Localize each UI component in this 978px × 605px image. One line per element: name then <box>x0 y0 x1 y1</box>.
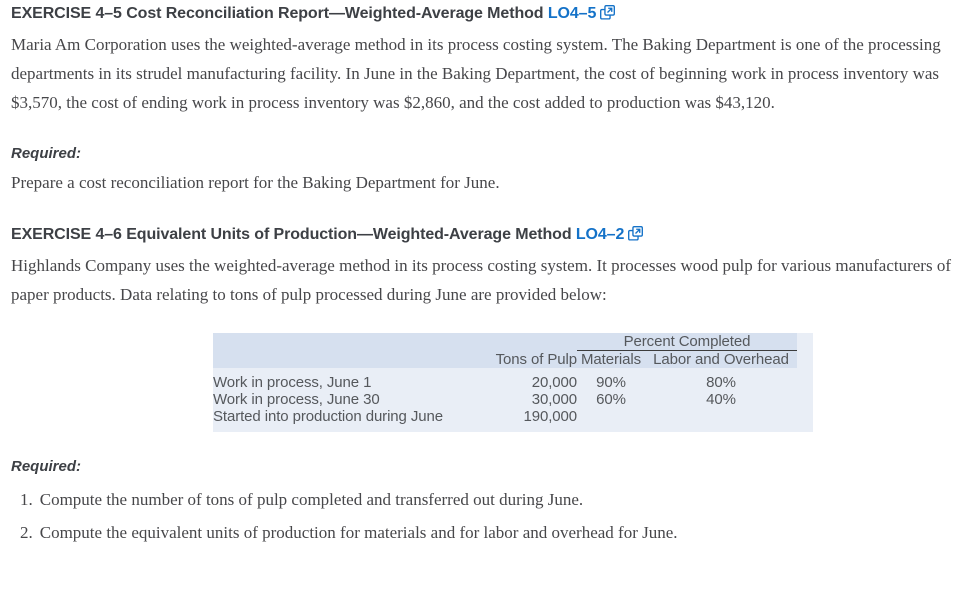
lo4-2-link[interactable]: LO4–2 <box>575 226 625 243</box>
list-item: 1. Compute the number of tons of pulp com… <box>11 485 967 514</box>
table-header: Percent Completed Tons of Pulp Materials… <box>213 333 797 368</box>
required-text-1: Prepare a cost reconciliation report for… <box>11 173 500 192</box>
exercise-4-6-title: EXERCISE 4–6 Equivalent Units of Product… <box>11 226 572 243</box>
pulp-data-table: Percent Completed Tons of Pulp Materials… <box>213 333 813 432</box>
column-header-labor-and-overhead: Labor and Overhead <box>653 351 789 368</box>
exercise-4-5-title: EXERCISE 4–5 Cost Reconciliation Report—… <box>11 5 544 22</box>
column-header-materials: Materials <box>581 351 641 368</box>
lo4-5-link[interactable]: LO4–5 <box>547 5 597 22</box>
tons-value: 30,000 <box>531 391 577 408</box>
tons-value: 20,000 <box>531 374 577 391</box>
required-label-1: Required: <box>11 145 82 162</box>
list-item: 2. Compute the equivalent units of produc… <box>11 518 967 547</box>
textbook-page: EXERCISE 4–5 Cost Reconciliation Report—… <box>11 4 967 547</box>
table-row: Work in process, June 1 20,000 90% 80% <box>213 368 797 391</box>
materials-value <box>577 408 645 432</box>
row-label: Work in process, June 1 <box>213 374 372 391</box>
table-row: Started into production during June 190,… <box>213 408 797 432</box>
row-label: Work in process, June 30 <box>213 391 380 408</box>
list-item-number: 1. <box>20 490 33 509</box>
tons-value: 190,000 <box>523 408 577 425</box>
materials-value: 90% <box>596 374 626 391</box>
exercise-4-6-heading: EXERCISE 4–6 Equivalent Units of Product… <box>11 225 967 245</box>
row-label: Started into production during June <box>213 408 443 425</box>
labor-overhead-value <box>645 408 797 432</box>
list-item-number: 2. <box>20 523 33 542</box>
list-item-text: Compute the number of tons of pulp compl… <box>39 490 584 509</box>
required-list: 1. Compute the number of tons of pulp com… <box>11 485 967 547</box>
column-header-tons-of-pulp: Tons of Pulp <box>495 350 577 368</box>
exercise-4-5-paragraph: Maria Am Corporation uses the weighted-a… <box>11 35 941 112</box>
labor-overhead-value: 40% <box>706 391 736 408</box>
list-item-text: Compute the equivalent units of producti… <box>39 523 678 542</box>
materials-value: 60% <box>596 391 626 408</box>
external-link-icon[interactable] <box>599 4 616 21</box>
group-header-percent-completed: Percent Completed <box>577 333 797 351</box>
external-link-icon[interactable] <box>627 225 644 242</box>
exercise-4-5-heading: EXERCISE 4–5 Cost Reconciliation Report—… <box>11 4 967 24</box>
required-label-2: Required: <box>11 458 82 475</box>
table-row: Work in process, June 30 30,000 60% 40% <box>213 391 797 408</box>
exercise-4-6-paragraph: Highlands Company uses the weighted-aver… <box>11 256 951 304</box>
labor-overhead-value: 80% <box>706 374 736 391</box>
